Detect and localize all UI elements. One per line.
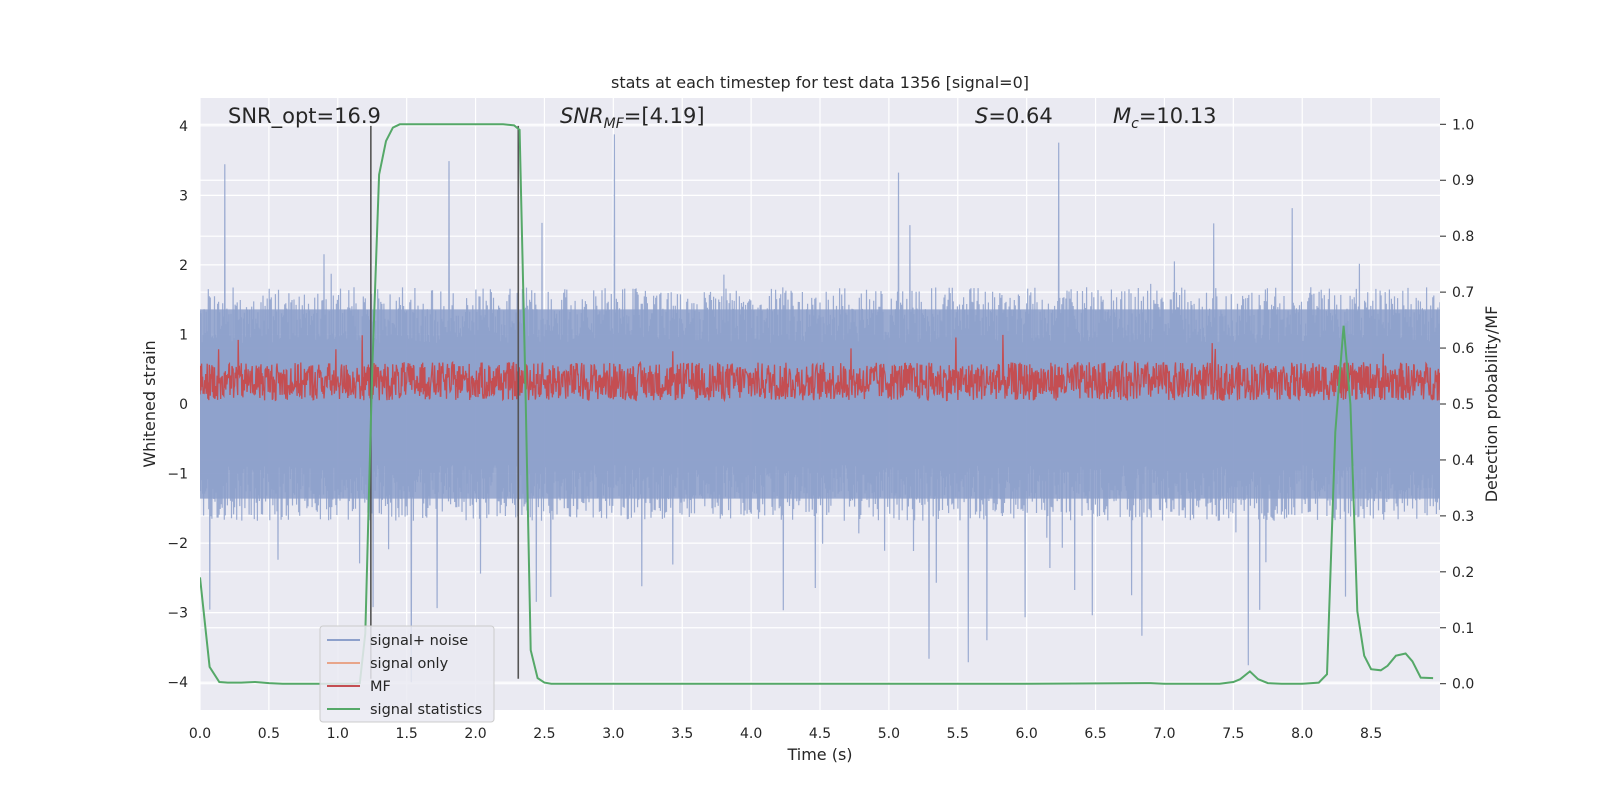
legend-label-signal-only: signal only: [370, 656, 449, 672]
y-axis-right-label: Detection probability/MF: [1482, 306, 1501, 503]
x-tick-label: 7.5: [1222, 726, 1244, 742]
y-left-tick-label: 0: [179, 397, 188, 413]
annotation-mc-sub: c: [1131, 116, 1139, 132]
y-right-tick-label: 0.1: [1452, 621, 1474, 637]
chart-title: stats at each timestep for test data 135…: [611, 73, 1029, 92]
y-left-tick-label: −3: [167, 606, 188, 622]
y-right-tick-label: 0.2: [1452, 565, 1474, 581]
x-tick-label: 8.5: [1360, 726, 1382, 742]
annotation-snr-mf-sub: MF: [604, 116, 625, 132]
y-right-tick-label: 0.9: [1452, 173, 1474, 189]
x-tick-label: 4.5: [809, 726, 831, 742]
x-tick-label: 5.5: [947, 726, 969, 742]
x-tick-label: 4.0: [740, 726, 762, 742]
annotation-s-main: S: [975, 104, 988, 128]
y-axis-right-ticks: 1.0 0.9 0.8 0.7 0.6 0.5 0.4 0.3 0.2 0.1 0.0: [1440, 117, 1474, 693]
y-right-tick-label: 0.8: [1452, 229, 1474, 245]
x-tick-label: 3.5: [671, 726, 693, 742]
legend-label-signal-noise: signal+ noise: [370, 633, 468, 649]
x-tick-label: 2.5: [533, 726, 555, 742]
x-axis-ticks: 0.0 0.5 1.0 1.5 2.0 2.5 3.0 3.5 4.0 4.5 5.0 5.5 6.0 6…: [189, 726, 1382, 742]
y-axis-left-label: Whitened strain: [140, 340, 159, 467]
x-tick-label: 6.5: [1084, 726, 1106, 742]
annotation-snr-opt: SNR_opt=16.9: [228, 104, 381, 129]
x-tick-label: 0.0: [189, 726, 211, 742]
series-mf-line: [200, 334, 1440, 403]
y-right-tick-label: 0.4: [1452, 453, 1474, 469]
x-tick-label: 1.5: [396, 726, 418, 742]
x-tick-label: 3.0: [602, 726, 624, 742]
x-tick-label: 5.0: [878, 726, 900, 742]
annotation-snr-mf: SNRMF=[4.19]: [560, 104, 705, 132]
y-left-tick-label: 3: [179, 188, 188, 204]
annotation-mc-main: M: [1113, 104, 1131, 128]
y-right-tick-label: 1.0: [1452, 117, 1474, 133]
annotation-mc: Mc=10.13: [1113, 104, 1217, 132]
y-left-tick-label: −4: [167, 675, 188, 691]
x-tick-label: 2.0: [464, 726, 486, 742]
x-tick-label: 0.5: [258, 726, 280, 742]
x-tick-label: 7.0: [1153, 726, 1175, 742]
y-right-tick-label: 0.5: [1452, 397, 1474, 413]
legend-label-signal-statistics: signal statistics: [370, 702, 482, 718]
y-left-tick-label: 2: [179, 258, 188, 274]
annotation-s: S=0.64: [975, 104, 1053, 128]
annotation-snr-mf-value: =[4.19]: [624, 104, 705, 128]
y-left-tick-label: 1: [179, 327, 188, 343]
y-axis-left-ticks: 4 3 2 1 0 −1 −2 −3 −4: [167, 119, 188, 691]
legend-label-mf: MF: [370, 679, 391, 695]
x-tick-label: 8.0: [1291, 726, 1313, 742]
y-right-tick-label: 0.3: [1452, 509, 1474, 525]
legend-box: [319, 625, 495, 723]
x-tick-label: 6.0: [1016, 726, 1038, 742]
y-right-tick-label: 0.7: [1452, 285, 1474, 301]
legend: signal+ noise signal only MF signal stat…: [319, 625, 495, 723]
x-axis-label: Time (s): [786, 745, 852, 764]
annotation-snr-mf-main: SNR: [560, 104, 604, 128]
y-right-tick-label: 0.0: [1452, 677, 1474, 693]
annotation-mc-value: =10.13: [1139, 104, 1217, 128]
y-left-tick-label: 4: [179, 119, 188, 135]
x-tick-label: 1.0: [327, 726, 349, 742]
y-right-tick-label: 0.6: [1452, 341, 1474, 357]
y-left-tick-label: −2: [167, 536, 188, 552]
series-signal-noise-band: [200, 309, 1440, 499]
y-left-tick-label: −1: [167, 467, 188, 483]
annotation-s-value: =0.64: [988, 104, 1052, 128]
